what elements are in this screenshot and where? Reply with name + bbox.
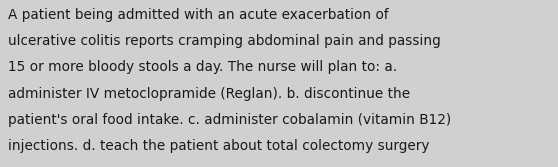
Text: patient's oral food intake. c. administer cobalamin (vitamin B12): patient's oral food intake. c. administe… xyxy=(8,113,451,127)
Text: administer IV metoclopramide (Reglan). b. discontinue the: administer IV metoclopramide (Reglan). b… xyxy=(8,87,411,101)
Text: 15 or more bloody stools a day. The nurse will plan to: a.: 15 or more bloody stools a day. The nurs… xyxy=(8,60,397,74)
Text: A patient being admitted with an acute exacerbation of: A patient being admitted with an acute e… xyxy=(8,8,389,22)
Text: ulcerative colitis reports cramping abdominal pain and passing: ulcerative colitis reports cramping abdo… xyxy=(8,34,441,48)
Text: injections. d. teach the patient about total colectomy surgery: injections. d. teach the patient about t… xyxy=(8,139,430,153)
